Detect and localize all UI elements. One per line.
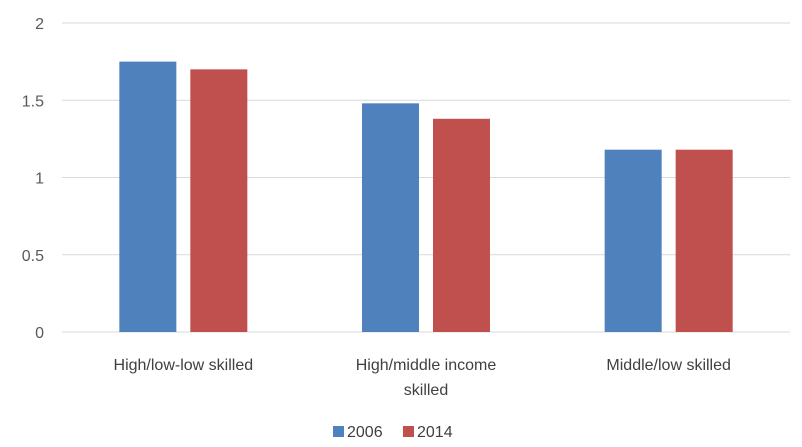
legend-label-2014: 2014 xyxy=(417,424,453,441)
gridlines xyxy=(62,22,790,333)
y-tick-label: 0 xyxy=(35,325,44,342)
x-axis: High/low-low skilled High/middle income sk… xyxy=(114,357,731,399)
x-tick-label-line: High/low-low skilled xyxy=(114,357,254,374)
bar-2014-3 xyxy=(675,149,733,332)
y-tick-label: 0.5 xyxy=(22,248,44,265)
x-tick-label: Middle/low skilled xyxy=(606,357,731,374)
legend-swatch-2006 xyxy=(333,426,344,437)
y-tick-label: 2 xyxy=(35,16,44,33)
legend-swatch-2014 xyxy=(403,426,414,437)
x-tick-label: High/low-low skilled xyxy=(114,357,254,374)
x-tick-label: High/middle income skilled xyxy=(356,357,497,399)
y-tick-label: 1.5 xyxy=(22,93,44,110)
legend-label-2006: 2006 xyxy=(347,424,383,441)
x-tick-label-line: High/middle income xyxy=(356,357,497,374)
x-tick-label-line: skilled xyxy=(404,382,448,399)
bar-2006-3 xyxy=(604,149,662,332)
legend: 2006 2014 xyxy=(333,424,453,441)
bar-2014-1 xyxy=(190,69,248,332)
x-tick-label-line: Middle/low skilled xyxy=(606,357,731,374)
bar-2014-2 xyxy=(433,118,490,332)
bar-2006-1 xyxy=(119,61,177,332)
y-axis: 0 0.5 1 1.5 2 xyxy=(22,16,44,342)
bars xyxy=(119,61,733,332)
y-tick-label: 1 xyxy=(35,171,44,188)
bar-2006-2 xyxy=(362,103,419,332)
